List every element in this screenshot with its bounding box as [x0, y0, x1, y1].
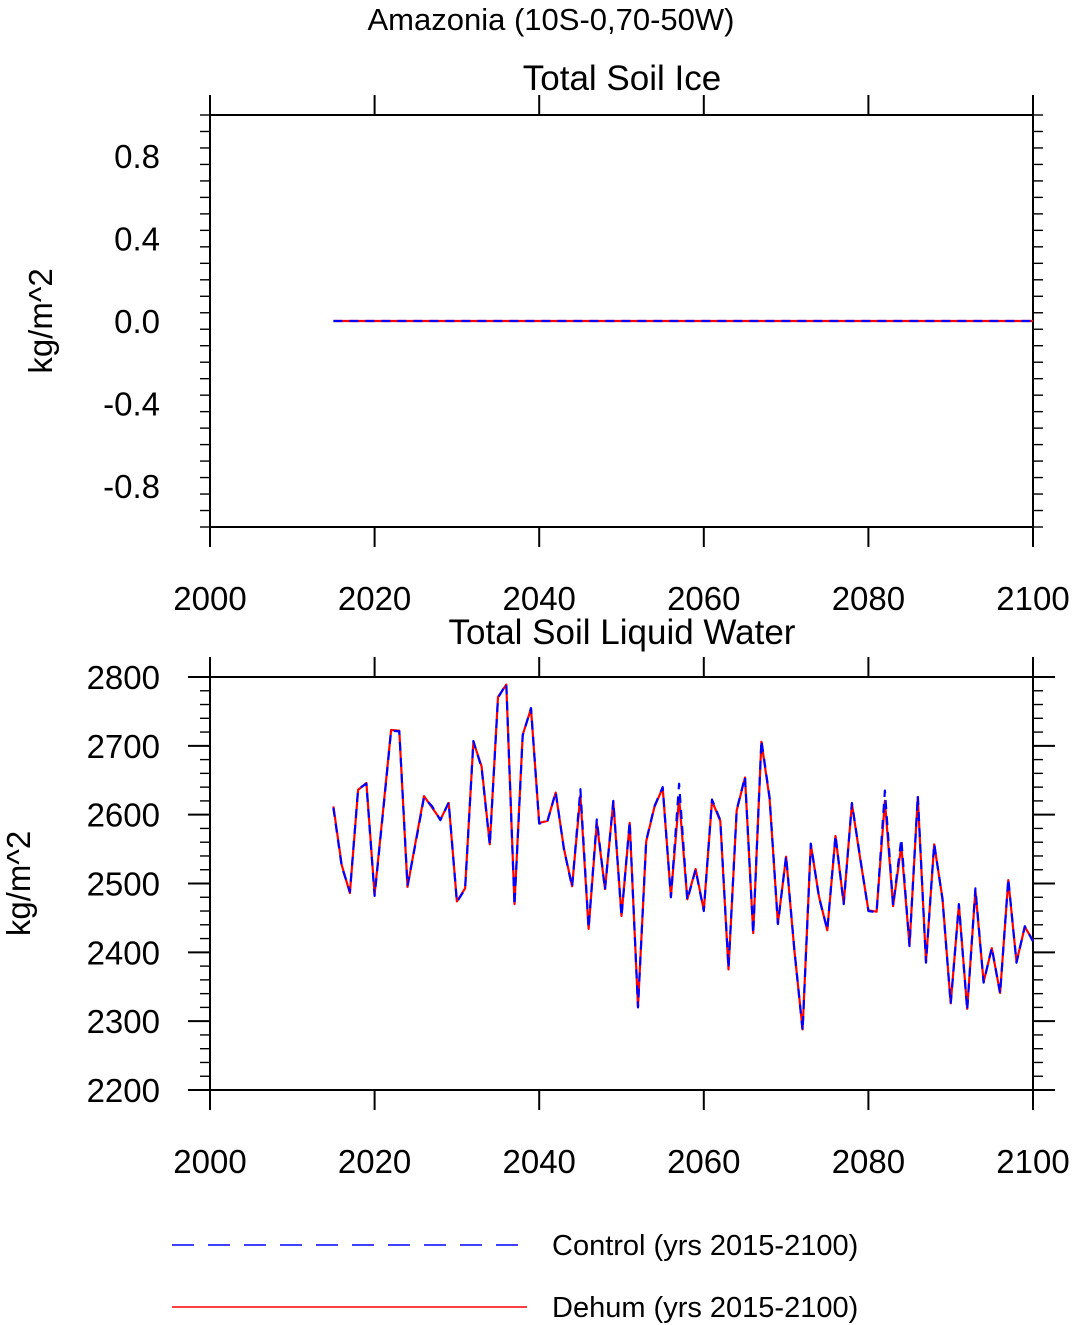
x-tick-label-2020: 2020 [338, 1143, 411, 1180]
legend: Control (yrs 2015-2100) Dehum (yrs 2015-… [172, 1230, 858, 1324]
x-tick-label-2080: 2080 [832, 1143, 905, 1180]
x-tick-label-2000: 2000 [173, 1143, 246, 1180]
x-tick-label-2060: 2060 [667, 1143, 740, 1180]
y-tick-label: 2700 [87, 728, 160, 765]
x-tick-label-2080: 2080 [832, 580, 905, 617]
figure-title: Amazonia (10S-0,70-50W) [368, 2, 735, 37]
x-tick-label-2100: 2100 [996, 1143, 1069, 1180]
y-axis-label: kg/m^2 [0, 831, 37, 936]
y-tick-label: -0.4 [103, 385, 160, 422]
y-tick-label: 2400 [87, 934, 160, 971]
plot-frame [209, 676, 1034, 1091]
x-tick-label-2060: 2060 [667, 580, 740, 617]
x-tick-label-2020: 2020 [338, 580, 411, 617]
y-axis-label: kg/m^2 [22, 268, 59, 373]
y-tick-label: 2300 [87, 1003, 160, 1040]
y-tick-label: 2200 [87, 1072, 160, 1109]
x-tick-label-2100: 2100 [996, 580, 1069, 617]
y-tick-label: 2800 [87, 659, 160, 696]
y-tick-label: 2600 [87, 797, 160, 834]
y-tick-label: 2500 [87, 866, 160, 903]
panel-title: Total Soil Ice [523, 59, 721, 98]
series-line-dehum-yrs-2015-2100 [332, 683, 1034, 1031]
y-tick-label: 0.4 [114, 221, 160, 258]
panel-total-soil-ice: Total Soil Ice kg/m^2 2000 2020 2040 2060 2080… [22, 59, 1070, 617]
legend-label-dehum: Dehum (yrs 2015-2100) [552, 1292, 858, 1324]
legend-label-control: Control (yrs 2015-2100) [552, 1230, 858, 1262]
x-tick-label-2040: 2040 [502, 580, 575, 617]
y-tick-label: 0.8 [114, 138, 160, 175]
series-line-control-yrs-2015-2100 [332, 682, 1034, 1032]
panel-title: Total Soil Liquid Water [449, 613, 796, 652]
y-tick-label: -0.8 [103, 468, 160, 505]
x-tick-label-2000: 2000 [173, 580, 246, 617]
panel-total-soil-liquid-water: Total Soil Liquid Water kg/m^2 2000 2020 204… [0, 613, 1070, 1180]
y-tick-label: 0.0 [114, 303, 160, 340]
x-tick-label-2040: 2040 [502, 1143, 575, 1180]
